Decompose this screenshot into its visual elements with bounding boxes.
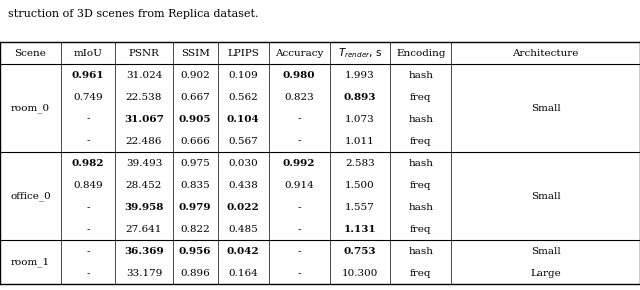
Text: hash: hash (408, 115, 433, 124)
Text: freq: freq (410, 181, 431, 190)
Text: -: - (298, 225, 301, 234)
Text: hash: hash (408, 203, 433, 212)
Text: -: - (298, 269, 301, 278)
Text: Small: Small (531, 192, 561, 201)
Text: 0.975: 0.975 (180, 159, 210, 168)
Text: freq: freq (410, 269, 431, 278)
Text: Small: Small (531, 104, 561, 113)
Text: 28.452: 28.452 (126, 181, 162, 190)
Text: -: - (86, 269, 90, 278)
Text: 36.369: 36.369 (124, 247, 164, 256)
Text: 0.749: 0.749 (73, 93, 103, 102)
Text: 0.042: 0.042 (227, 247, 259, 256)
Text: freq: freq (410, 225, 431, 234)
Text: -: - (86, 115, 90, 124)
Text: hash: hash (408, 159, 433, 168)
Text: 0.896: 0.896 (180, 269, 210, 278)
Text: 0.849: 0.849 (73, 181, 103, 190)
Text: 31.067: 31.067 (124, 115, 164, 124)
Text: hash: hash (408, 70, 433, 79)
Text: -: - (298, 115, 301, 124)
Text: Accuracy: Accuracy (275, 48, 323, 57)
Text: freq: freq (410, 137, 431, 146)
Text: $T_{render}$, s: $T_{render}$, s (338, 46, 382, 60)
Text: -: - (86, 137, 90, 146)
Text: freq: freq (410, 93, 431, 102)
Text: 0.438: 0.438 (228, 181, 258, 190)
Text: 1.557: 1.557 (345, 203, 375, 212)
Text: room_1: room_1 (11, 257, 50, 267)
Text: 0.902: 0.902 (180, 70, 210, 79)
Text: -: - (298, 247, 301, 256)
Text: 0.905: 0.905 (179, 115, 211, 124)
Text: -: - (86, 203, 90, 212)
Text: 39.958: 39.958 (124, 203, 164, 212)
Text: Small: Small (531, 247, 561, 256)
Text: 0.956: 0.956 (179, 247, 211, 256)
Text: mIoU: mIoU (74, 48, 102, 57)
Text: 1.073: 1.073 (345, 115, 375, 124)
Text: hash: hash (408, 247, 433, 256)
Text: 0.822: 0.822 (180, 225, 210, 234)
Text: 0.753: 0.753 (344, 247, 376, 256)
Text: -: - (298, 203, 301, 212)
Text: 27.641: 27.641 (126, 225, 162, 234)
Text: 0.022: 0.022 (227, 203, 260, 212)
Text: 0.562: 0.562 (228, 93, 258, 102)
Text: 1.131: 1.131 (344, 225, 376, 234)
Text: 0.164: 0.164 (228, 269, 258, 278)
Text: 0.667: 0.667 (180, 93, 210, 102)
Text: 2.583: 2.583 (345, 159, 375, 168)
Text: 10.300: 10.300 (342, 269, 378, 278)
Text: Large: Large (530, 269, 561, 278)
Text: 0.992: 0.992 (283, 159, 316, 168)
Text: 1.500: 1.500 (345, 181, 375, 190)
Text: 0.979: 0.979 (179, 203, 211, 212)
Text: 0.567: 0.567 (228, 137, 258, 146)
Text: 1.011: 1.011 (345, 137, 375, 146)
Text: 0.485: 0.485 (228, 225, 258, 234)
Text: -: - (86, 225, 90, 234)
Text: 0.961: 0.961 (72, 70, 104, 79)
Text: 0.982: 0.982 (72, 159, 104, 168)
Text: 0.835: 0.835 (180, 181, 210, 190)
Text: -: - (86, 247, 90, 256)
Text: Encoding: Encoding (396, 48, 445, 57)
Text: 0.893: 0.893 (344, 93, 376, 102)
Text: PSNR: PSNR (129, 48, 159, 57)
Text: SSIM: SSIM (180, 48, 210, 57)
Text: 39.493: 39.493 (126, 159, 162, 168)
Text: 0.666: 0.666 (180, 137, 210, 146)
Text: 0.109: 0.109 (228, 70, 258, 79)
Text: 0.030: 0.030 (228, 159, 258, 168)
Text: 1.993: 1.993 (345, 70, 375, 79)
Text: 22.538: 22.538 (126, 93, 162, 102)
Text: room_0: room_0 (11, 103, 50, 113)
Text: -: - (298, 137, 301, 146)
Text: 0.104: 0.104 (227, 115, 259, 124)
Text: 0.914: 0.914 (284, 181, 314, 190)
Text: 22.486: 22.486 (126, 137, 162, 146)
Text: Scene: Scene (15, 48, 46, 57)
Text: Architecture: Architecture (513, 48, 579, 57)
Text: 0.980: 0.980 (283, 70, 316, 79)
Text: 0.823: 0.823 (284, 93, 314, 102)
Text: 31.024: 31.024 (126, 70, 162, 79)
Text: office_0: office_0 (10, 191, 51, 201)
Text: struction of 3D scenes from Replica dataset.: struction of 3D scenes from Replica data… (8, 9, 258, 19)
Text: 33.179: 33.179 (126, 269, 162, 278)
Text: LPIPS: LPIPS (227, 48, 259, 57)
